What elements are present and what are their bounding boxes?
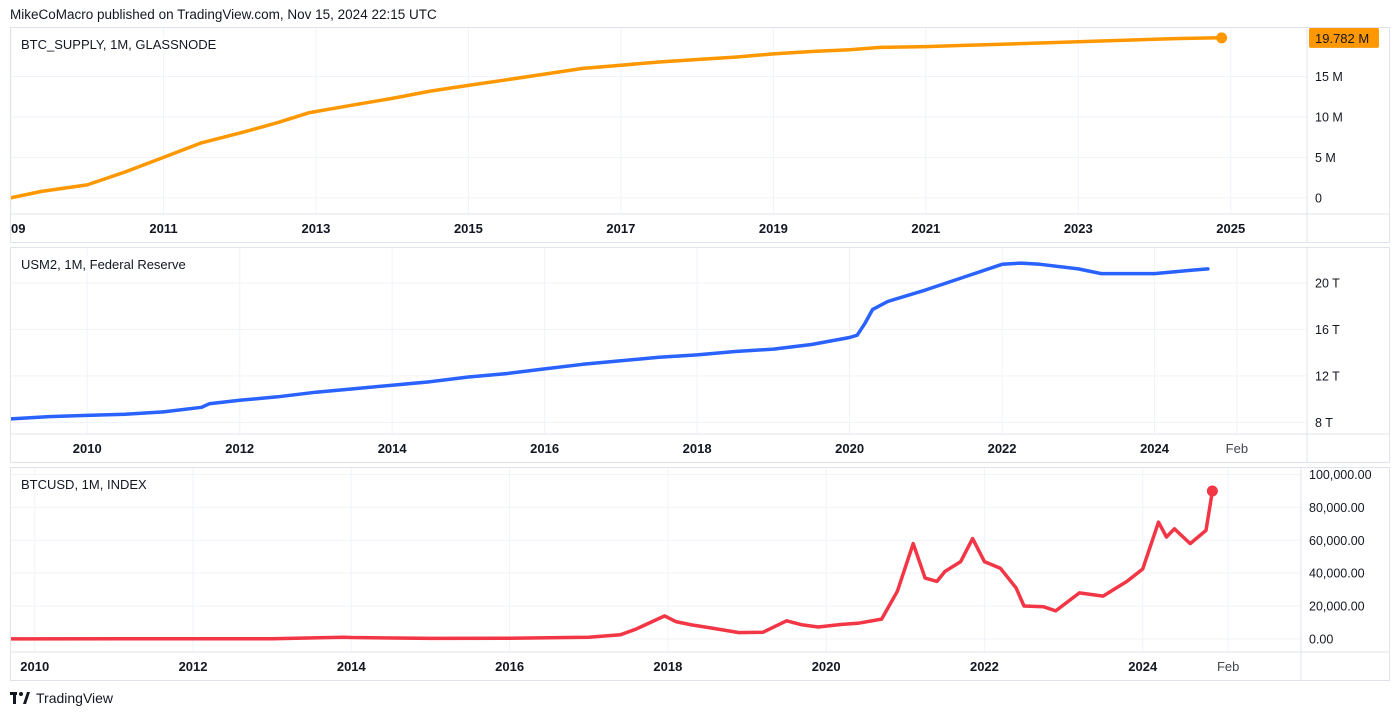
usm2-legend[interactable]: USM2, 1M, Federal Reserve xyxy=(19,256,188,273)
usm2-pane: 8 T 12 T 16 T 20 T 2010 2012 2014 2016 2018 2020 2… xyxy=(10,247,1390,463)
last-value-label: 19.782 M xyxy=(1315,31,1369,46)
last-value-badge xyxy=(1309,28,1379,48)
x-tick-label: 2020 xyxy=(812,659,841,674)
y-tick-label: 100,000.00 xyxy=(1309,468,1372,482)
series-line xyxy=(11,261,1210,421)
y-tick-label: 60,000.00 xyxy=(1309,534,1365,548)
btcusd-chart: 0.00 20,000.00 40,000.00 60,000.00 80,000.00… xyxy=(11,468,1389,680)
y-tick-label: 20,000.00 xyxy=(1309,600,1365,614)
x-tick-label: 2022 xyxy=(970,659,999,674)
x-tick-label: 2010 xyxy=(20,659,49,674)
y-tick-label: 5 M xyxy=(1315,151,1336,165)
x-tick-label: 2012 xyxy=(225,441,254,456)
x-tick-label: 2018 xyxy=(683,441,712,456)
publisher-caption: MikeCoMacro published on TradingView.com… xyxy=(10,7,437,22)
x-tick-label: Feb xyxy=(1226,441,1248,456)
x-tick-label: 2022 xyxy=(988,441,1017,456)
y-tick-label: 16 T xyxy=(1315,323,1340,337)
x-tick-label: 2011 xyxy=(149,221,177,236)
y-tick-label: 80,000.00 xyxy=(1309,501,1365,515)
x-tick-label: 2023 xyxy=(1064,221,1093,236)
x-tick-label: 2014 xyxy=(378,441,408,456)
btcusd-legend[interactable]: BTCUSD, 1M, INDEX xyxy=(19,476,149,493)
last-point-marker[interactable] xyxy=(1206,485,1218,497)
series-line xyxy=(11,489,1215,641)
last-point-marker[interactable] xyxy=(1216,32,1228,44)
x-tick-label: 2009 xyxy=(11,221,25,236)
btcusd-pane: 0.00 20,000.00 40,000.00 60,000.00 80,000.00… xyxy=(10,467,1390,681)
x-tick-label: 2020 xyxy=(835,441,864,456)
y-tick-label: 0 xyxy=(1315,191,1322,205)
x-tick-label: 2014 xyxy=(337,659,367,674)
x-tick-label: 2016 xyxy=(495,659,524,674)
y-tick-label: 10 M xyxy=(1315,110,1343,124)
y-tick-label: 8 T xyxy=(1315,416,1333,430)
tradingview-logo-icon[interactable] xyxy=(10,692,30,704)
x-tick-label: 2010 xyxy=(73,441,102,456)
x-tick-label: 2024 xyxy=(1140,441,1170,456)
x-tick-label: 2018 xyxy=(653,659,682,674)
btc-supply-pane: 0 5 M 10 M 15 M 2009 2011 2013 2015 2017 2019 2021… xyxy=(10,27,1390,243)
x-tick-label: 2017 xyxy=(606,221,635,236)
tradingview-brand[interactable]: TradingView xyxy=(36,690,114,706)
x-tick-label: 2025 xyxy=(1216,221,1245,236)
x-tick-label: 2013 xyxy=(301,221,330,236)
series-line xyxy=(11,36,1224,200)
y-tick-label: 40,000.00 xyxy=(1309,567,1365,581)
btc-supply-chart: 0 5 M 10 M 15 M 2009 2011 2013 2015 2017 2019 2021… xyxy=(11,28,1389,242)
x-tick-label: 2021 xyxy=(911,221,940,236)
x-tick-label: 2024 xyxy=(1128,659,1158,674)
x-tick-label: 2016 xyxy=(530,441,559,456)
footer: TradingView xyxy=(10,690,113,706)
x-tick-label: 2012 xyxy=(179,659,208,674)
x-tick-label: 2019 xyxy=(759,221,788,236)
y-tick-label: 20 T xyxy=(1315,276,1340,290)
y-tick-label: 12 T xyxy=(1315,369,1340,383)
x-tick-label: Feb xyxy=(1217,659,1239,674)
x-tick-label: 2015 xyxy=(454,221,483,236)
y-tick-label: 15 M xyxy=(1315,70,1343,84)
usm2-chart: 8 T 12 T 16 T 20 T 2010 2012 2014 2016 2018 2020 2… xyxy=(11,248,1389,462)
btc-supply-legend[interactable]: BTC_SUPPLY, 1M, GLASSNODE xyxy=(19,36,219,53)
y-tick-label: 0.00 xyxy=(1309,632,1333,646)
